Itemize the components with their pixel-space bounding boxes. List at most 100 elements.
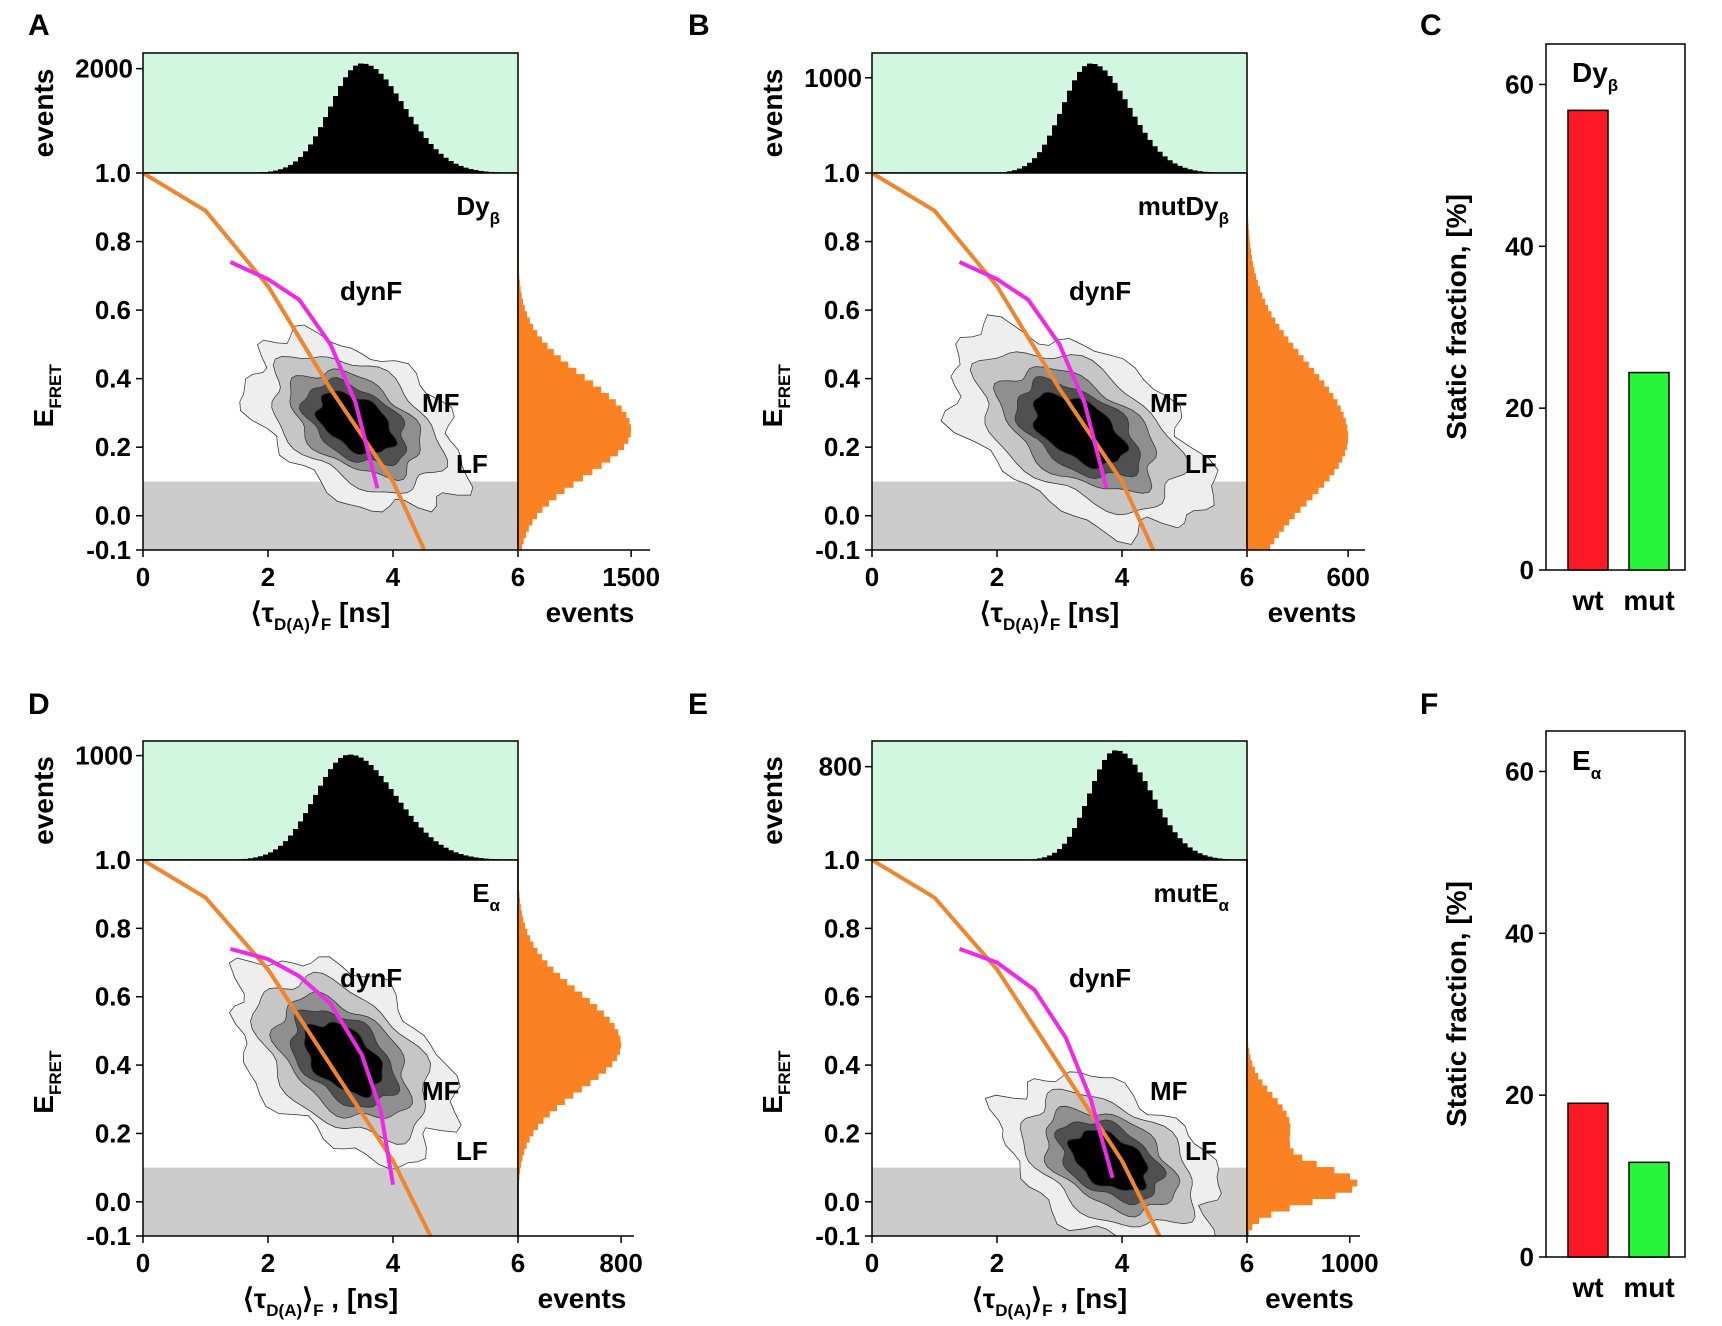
sample-name: Dy: [1572, 57, 1608, 88]
side-hist-bar: [1247, 455, 1343, 463]
top-hist-bar: [408, 116, 414, 173]
bar-mut: [1628, 1161, 1670, 1258]
top-hist-bar: [398, 802, 404, 860]
top-hist-bar: [403, 109, 409, 173]
side-hist-bar: [518, 311, 528, 319]
contour-level: [1032, 391, 1130, 470]
top-hist-bar: [413, 124, 419, 173]
y-tick-label: 0.2: [824, 432, 860, 462]
top-hist-bar: [1122, 99, 1128, 173]
top-hist-bar: [1057, 113, 1063, 173]
top-hist-bar: [1092, 64, 1098, 173]
xlabel-post: , [ns]: [1052, 1283, 1127, 1314]
plot-area: [143, 860, 518, 1236]
side-hist-bar: [518, 1098, 565, 1105]
top-hist-bar: [258, 856, 264, 860]
top-hist-bar: [1022, 166, 1028, 173]
side-hist-bar: [518, 910, 522, 917]
panel-letter: C: [1420, 9, 1442, 42]
xlabel-post: [ns]: [1060, 597, 1119, 628]
xlabel-post: , [ns]: [323, 1283, 398, 1314]
top-hist-bar: [453, 163, 459, 173]
top-hist-bar: [1072, 828, 1078, 860]
top-hist-bar: [358, 757, 364, 860]
y-tick-label: 0.4: [824, 1050, 861, 1080]
top-hist-bar: [1132, 764, 1138, 860]
side-hist-bar: [518, 512, 538, 520]
side-hist-bar: [518, 493, 557, 501]
top-hist-bar: [308, 144, 314, 173]
panel-letter: A: [28, 9, 50, 42]
top-hist-bar: [1177, 165, 1183, 173]
side-hist-bar: [1247, 248, 1251, 256]
y-axis-label: EFRET: [757, 1050, 794, 1114]
side-hist-bar: [518, 928, 528, 936]
side-hist-bar: [518, 985, 575, 993]
sample-label: mutEα: [1154, 878, 1230, 915]
top-hist-bar: [373, 69, 379, 173]
side-hist-bar: [1247, 273, 1256, 281]
top-hist-bar: [1217, 858, 1223, 860]
xlabel-sub1: D(A): [266, 1301, 302, 1320]
xlabel-post: [ns]: [331, 597, 390, 628]
top-hist-bar: [433, 149, 439, 173]
population-label-dynf: dynF: [340, 276, 402, 306]
population-label-mf: MF: [1150, 388, 1188, 418]
side-hist-bar: [518, 468, 593, 476]
top-hist-bar: [1172, 163, 1178, 173]
side-hist-bar: [518, 1110, 550, 1118]
sample-label: Dyβ: [1572, 57, 1618, 95]
side-hist-bar: [518, 518, 533, 526]
dynamic-fret-line: [958, 947, 1115, 1179]
top-hist-bar: [373, 770, 379, 860]
side-hist-bar: [518, 348, 554, 356]
top-hist-bar: [1162, 817, 1168, 860]
top-hist-bar: [323, 776, 329, 860]
side-hist-bar: [1247, 518, 1290, 526]
side-hist-bar: [1247, 443, 1348, 451]
population-label-dynf: dynF: [340, 963, 402, 993]
top-hist-ylabel: events: [28, 756, 59, 845]
top-histogram: 1000 events: [757, 52, 1248, 174]
side-hist-bar: [518, 323, 534, 331]
side-hist-bar: [1247, 1091, 1273, 1099]
ylabel-sub: FRET: [775, 364, 794, 409]
side-hist-bar: [518, 531, 526, 539]
top-hist-bar: [1047, 135, 1053, 173]
side-hist-bar: [518, 991, 583, 999]
population-label-lf: LF: [1185, 449, 1217, 479]
side-hist-bar: [1247, 512, 1295, 520]
side-hist-bar: [1247, 1167, 1335, 1174]
top-hist-bar: [343, 77, 349, 173]
xlabel-mid: ⟩: [1039, 597, 1050, 628]
side-hist-bar: [518, 380, 594, 388]
side-hist-bar: [1247, 355, 1304, 363]
top-hist-bar: [298, 156, 304, 173]
top-hist-bar: [1052, 125, 1058, 173]
top-hist-bar: [473, 857, 479, 860]
xlabel-mid: ⟩: [1031, 1283, 1042, 1314]
side-hist-tick-label: 800: [599, 1248, 642, 1278]
side-hist-bar: [1247, 487, 1319, 495]
panel-letter: B: [688, 9, 710, 42]
side-hist-bar: [518, 1079, 591, 1087]
side-hist-bar: [1247, 229, 1249, 237]
dynamic-fret-line: [229, 946, 395, 1186]
y-axis-label: Static fraction, [%]: [1441, 194, 1472, 440]
side-hist-bar: [518, 292, 522, 300]
dynamic-fret-line: [958, 260, 1109, 489]
side-hist-bar: [518, 1091, 574, 1099]
y-tick-label: 0.2: [95, 1118, 131, 1148]
y-tick-label: 0.0: [95, 501, 131, 531]
x-tick-label: 4: [386, 1248, 401, 1278]
side-hist-bar: [1247, 1104, 1283, 1112]
side-hist-bar: [1247, 418, 1346, 425]
plot-area: [143, 173, 518, 550]
side-hist-xlabel: events: [546, 597, 635, 628]
side-hist-bar: [518, 279, 520, 287]
side-hist-bar: [518, 411, 627, 419]
side-hist-xlabel: events: [538, 1283, 627, 1314]
top-hist-ylabel: events: [757, 69, 788, 158]
top-hist-bar: [463, 167, 469, 173]
side-hist-bar: [518, 1123, 538, 1131]
